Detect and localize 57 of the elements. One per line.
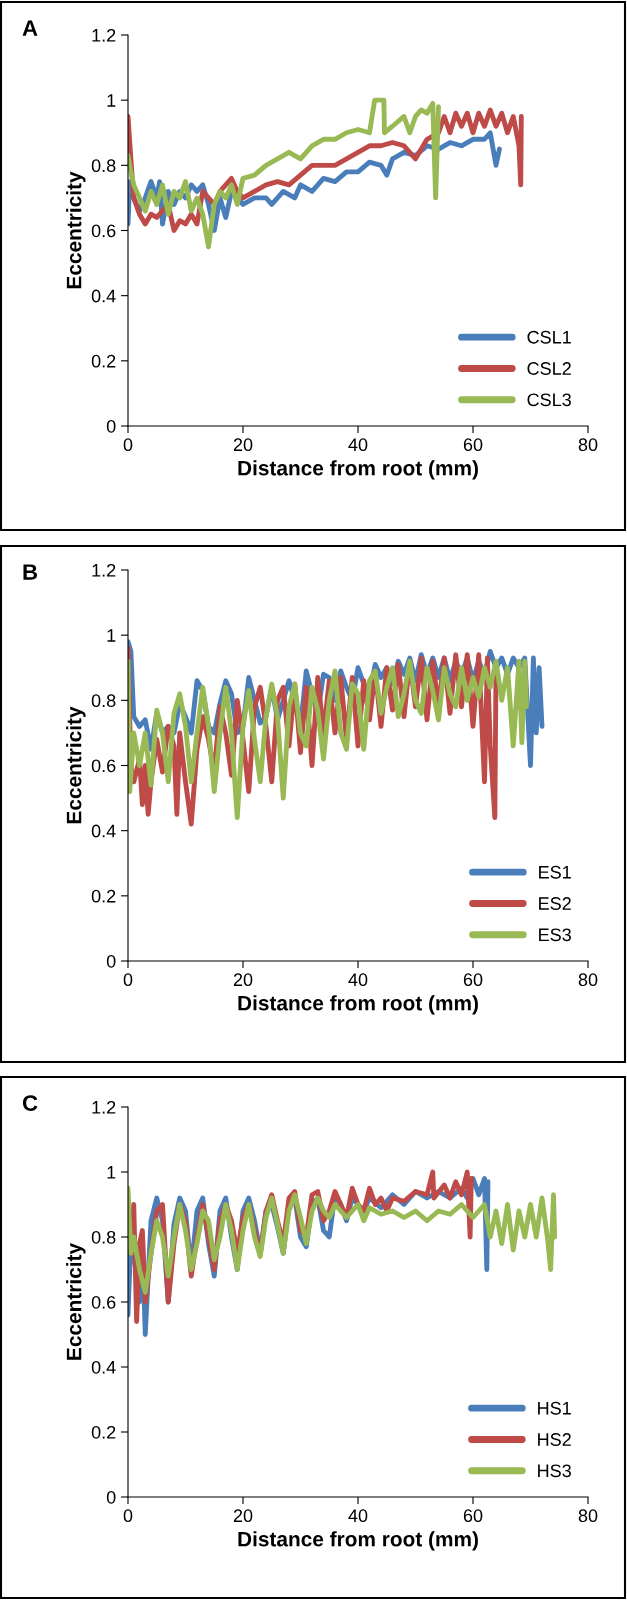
y-tick-label: 0.6 bbox=[91, 224, 116, 238]
legend-label: HS3 bbox=[538, 1464, 571, 1478]
x-tick-label: 80 bbox=[578, 438, 598, 452]
x-tick-label: 0 bbox=[123, 973, 133, 987]
y-axis-title: Eccentricity bbox=[66, 1243, 86, 1360]
y-tick-label: 0.4 bbox=[91, 824, 116, 838]
x-tick-label: 40 bbox=[348, 973, 368, 987]
x-tick-label: 60 bbox=[463, 973, 483, 987]
legend-label: CSL1 bbox=[527, 330, 571, 344]
x-tick-label: 20 bbox=[233, 438, 253, 452]
x-axis-title: Distance from root (mm) bbox=[238, 460, 478, 480]
x-tick-label: 20 bbox=[233, 973, 253, 987]
legend-label: ES1 bbox=[539, 865, 571, 879]
x-tick-label: 60 bbox=[463, 1509, 483, 1523]
y-axis-title: Eccentricity bbox=[66, 171, 86, 289]
x-axis-title: Distance from root (mm) bbox=[238, 995, 478, 1015]
legend-label: HS2 bbox=[538, 1433, 571, 1446]
y-tick-label: 0.4 bbox=[91, 1360, 116, 1374]
x-axis-title: Distance from root (mm) bbox=[238, 1531, 478, 1551]
text: B bbox=[23, 564, 38, 580]
y-tick-label: 0.2 bbox=[91, 889, 116, 903]
y-tick-label: 1.2 bbox=[92, 563, 116, 577]
line-series bbox=[128, 658, 529, 821]
legend-label: CSL3 bbox=[527, 393, 571, 407]
y-tick-label: 0.8 bbox=[91, 694, 116, 708]
y-tick-label: 0.8 bbox=[91, 159, 116, 173]
x-tick-label: 40 bbox=[348, 1509, 368, 1523]
legend-label: ES3 bbox=[539, 928, 571, 942]
y-tick-label: 0.2 bbox=[91, 1425, 116, 1439]
y-tick-label: 0.2 bbox=[91, 354, 116, 368]
x-tick-label: 20 bbox=[233, 1509, 253, 1523]
y-tick-label: 1 bbox=[107, 1166, 116, 1179]
x-tick-label: 60 bbox=[463, 438, 483, 452]
y-tick-label: 0 bbox=[106, 1490, 116, 1504]
x-tick-label: 0 bbox=[123, 1509, 133, 1523]
y-tick-label: 0.6 bbox=[91, 759, 116, 773]
y-tick-label: 0 bbox=[106, 954, 116, 968]
x-tick-label: 0 bbox=[123, 438, 133, 452]
y-tick-label: 1 bbox=[107, 629, 116, 642]
legend-label: CSL2 bbox=[527, 362, 571, 375]
x-tick-label: 80 bbox=[578, 1509, 598, 1523]
text: C bbox=[22, 1095, 38, 1111]
x-tick-label: 80 bbox=[578, 973, 598, 987]
y-tick-label: 1.2 bbox=[92, 28, 116, 42]
y-tick-label: 1 bbox=[107, 94, 116, 107]
legend-label: HS1 bbox=[538, 1401, 571, 1415]
y-tick-label: 0 bbox=[106, 419, 116, 433]
y-tick-label: 0.4 bbox=[91, 289, 116, 303]
line-series bbox=[128, 1185, 558, 1295]
x-tick-label: 40 bbox=[348, 438, 368, 452]
y-axis-title: Eccentricity bbox=[66, 706, 86, 824]
legend-label: ES2 bbox=[539, 897, 571, 910]
y-tick-label: 1.2 bbox=[92, 1100, 116, 1114]
y-tick-label: 0.8 bbox=[91, 1230, 116, 1244]
line-series bbox=[128, 97, 441, 250]
text: A bbox=[22, 20, 38, 36]
y-tick-label: 0.6 bbox=[91, 1295, 116, 1309]
